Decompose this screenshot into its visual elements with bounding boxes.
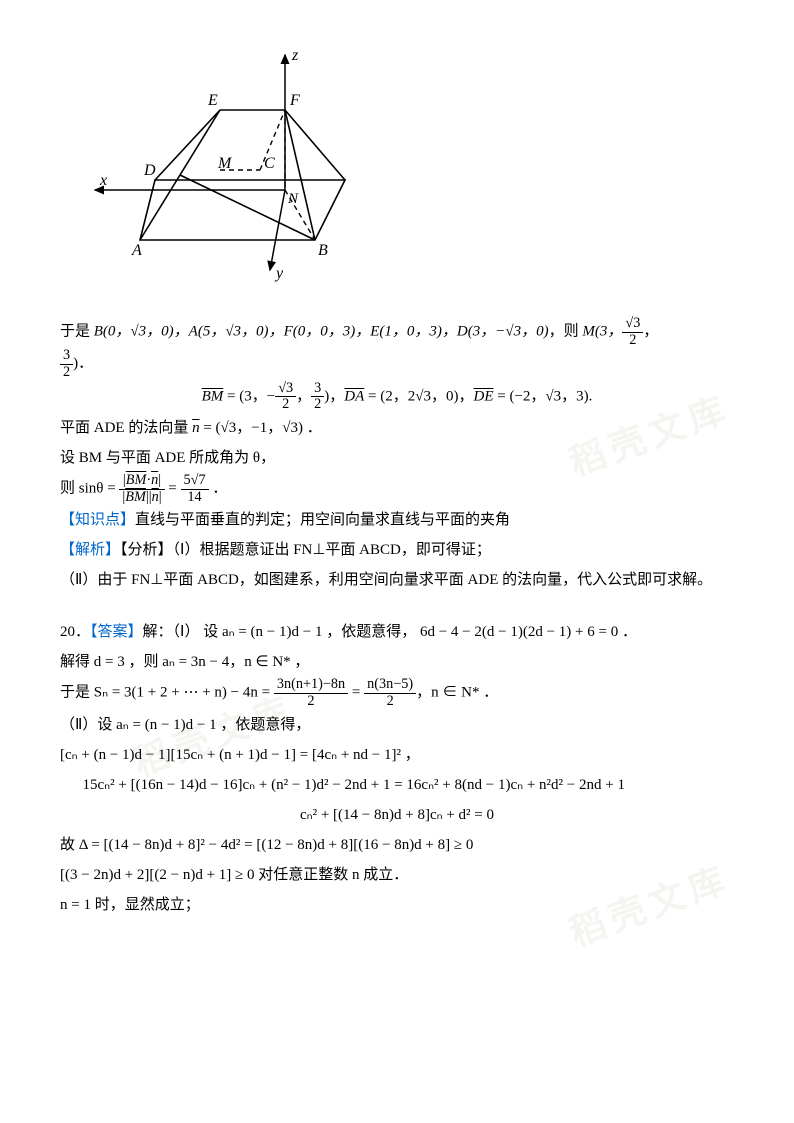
q20-line-5: [cₙ + (n − 1)d − 1][15cₙ + (n + 1)d − 1]… <box>60 740 734 770</box>
analysis-line-1: 【解析】【分析】（Ⅰ）根据题意证出 FN⊥平面 ABCD，即可得证； <box>60 535 734 565</box>
q20-line-1: 20．【答案】解：（Ⅰ） 设 aₙ = (n − 1)d − 1 ，依题意得， … <box>60 617 734 647</box>
analysis-line-2: （Ⅱ）由于 FN⊥平面 ABCD，如图建系，利用空间向量求平面 ADE 的法向量… <box>60 565 734 595</box>
vectors-line: BM = (3，−√32，32)，DA = (2，2√3，0)，DE = (−2… <box>60 381 734 413</box>
q20-line-3: 于是 Sₙ = 3(1 + 2 + ⋯ + n) − 4n = 3n(n+1)−… <box>60 677 734 709</box>
q20-line-7: cₙ² + [(14 − 8n)d + 8]cₙ + d² = 0 <box>60 800 734 830</box>
set-theta-line: 设 BM 与平面 ADE 所成角为 θ， <box>60 443 734 473</box>
analysis-tag: 【解析】 <box>60 542 120 558</box>
q20-line-6: 15cₙ² + [(16n − 14)d − 16]cₙ + (n² − 1)d… <box>60 770 734 800</box>
coords-line-2: 32)． <box>60 348 734 380</box>
pt-N: N <box>287 191 299 207</box>
normal-vector-line: 平面 ADE 的法向量 n = (√3，−1，√3) ． <box>60 413 734 443</box>
pt-M: M <box>217 155 233 172</box>
pt-F: F <box>289 92 300 109</box>
q20-line-2: 解得 d = 3 ，则 aₙ = 3n − 4，n ∈ N* ， <box>60 647 734 677</box>
pt-E: E <box>207 92 218 109</box>
coords-line-1: 于是 B(0，√3，0)，A(5，√3，0)，F(0，0，3)，E(1，0，3)… <box>60 316 734 348</box>
sin-theta-line: 则 sinθ = |BM·n||BM||n| = 5√714 ． <box>60 473 734 505</box>
pt-B: B <box>318 242 328 259</box>
pt-D: D <box>143 162 156 179</box>
answer-tag: 【答案】 <box>90 624 143 640</box>
pt-A: A <box>131 242 142 259</box>
q20-line-10: n = 1 时，显然成立； <box>60 890 734 920</box>
knowledge-line: 【知识点】直线与平面垂直的判定；用空间向量求直线与平面的夹角 <box>60 505 734 535</box>
axis-z-label: z <box>291 47 299 64</box>
knowledge-tag: 【知识点】 <box>60 512 135 528</box>
geometry-diagram: z x y A B C D E F <box>60 40 734 301</box>
q20-line-4: （Ⅱ）设 aₙ = (n − 1)d − 1 ，依题意得， <box>60 710 734 740</box>
axis-y-label: y <box>274 265 284 282</box>
q20-line-9: [(3 − 2n)d + 2][(2 − n)d + 1] ≥ 0 对任意正整数… <box>60 860 734 890</box>
pt-C: C <box>264 155 275 172</box>
page-content: z x y A B C D E F <box>60 40 734 920</box>
diagram-svg: z x y A B C D E F <box>60 40 360 290</box>
q20-line-8: 故 Δ = [(14 − 8n)d + 8]² − 4d² = [(12 − 8… <box>60 830 734 860</box>
axis-x-label: x <box>99 172 107 189</box>
